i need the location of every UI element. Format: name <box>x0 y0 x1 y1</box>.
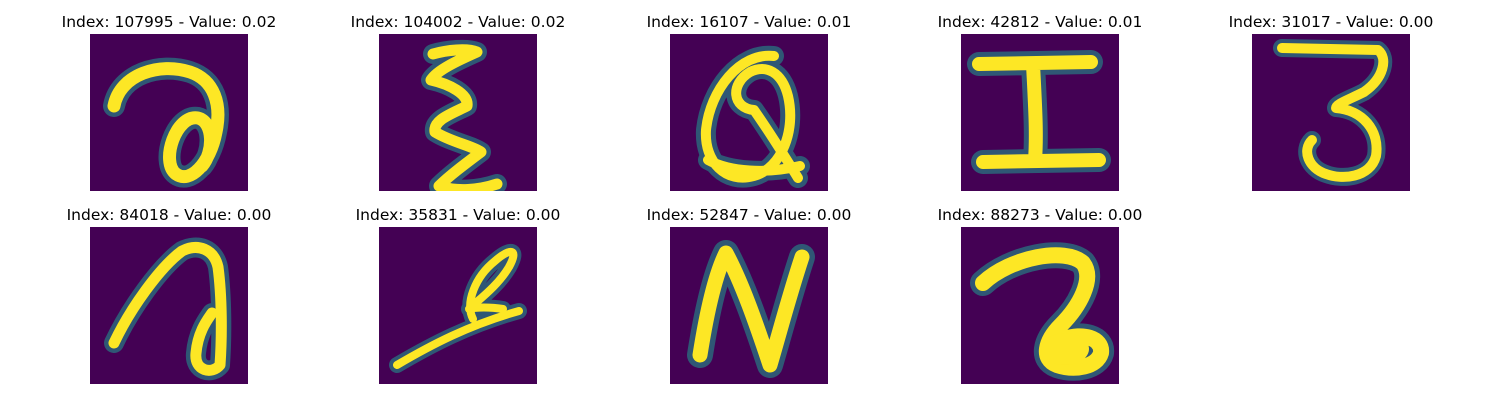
handwritten-glyph-image <box>90 34 248 191</box>
sample-panel-3: Index: 16107 - Value: 0.01 <box>639 12 859 192</box>
panel-title: Index: 42812 - Value: 0.01 <box>937 13 1143 31</box>
sample-panel-4: Index: 42812 - Value: 0.01 <box>930 12 1150 192</box>
sample-panel-2: Index: 104002 - Value: 0.02 <box>348 12 568 192</box>
panel-title: Index: 16107 - Value: 0.01 <box>646 13 852 31</box>
sample-panel-6: Index: 84018 - Value: 0.00 <box>59 205 279 385</box>
sample-panel-8: Index: 52847 - Value: 0.00 <box>639 205 859 385</box>
sample-panel-1: Index: 107995 - Value: 0.02 <box>59 12 279 192</box>
panel-title: Index: 88273 - Value: 0.00 <box>937 206 1143 224</box>
handwritten-glyph-image <box>961 227 1119 384</box>
handwritten-glyph-image <box>379 34 537 191</box>
panel-title: Index: 35831 - Value: 0.00 <box>355 206 561 224</box>
sample-panel-5: Index: 31017 - Value: 0.00 <box>1221 12 1441 192</box>
sample-panel-7: Index: 35831 - Value: 0.00 <box>348 205 568 385</box>
panel-title: Index: 52847 - Value: 0.00 <box>646 206 852 224</box>
panel-title: Index: 107995 - Value: 0.02 <box>61 13 277 31</box>
panel-title: Index: 104002 - Value: 0.02 <box>350 13 566 31</box>
panel-title: Index: 31017 - Value: 0.00 <box>1228 13 1434 31</box>
handwritten-glyph-image <box>670 34 828 191</box>
handwritten-glyph-image <box>379 227 537 384</box>
sample-panel-9: Index: 88273 - Value: 0.00 <box>930 205 1150 385</box>
handwritten-glyph-image <box>961 34 1119 191</box>
handwritten-glyph-image <box>1252 34 1410 191</box>
handwritten-glyph-image <box>90 227 248 384</box>
panel-title: Index: 84018 - Value: 0.00 <box>66 206 272 224</box>
handwritten-glyph-image <box>670 227 828 384</box>
